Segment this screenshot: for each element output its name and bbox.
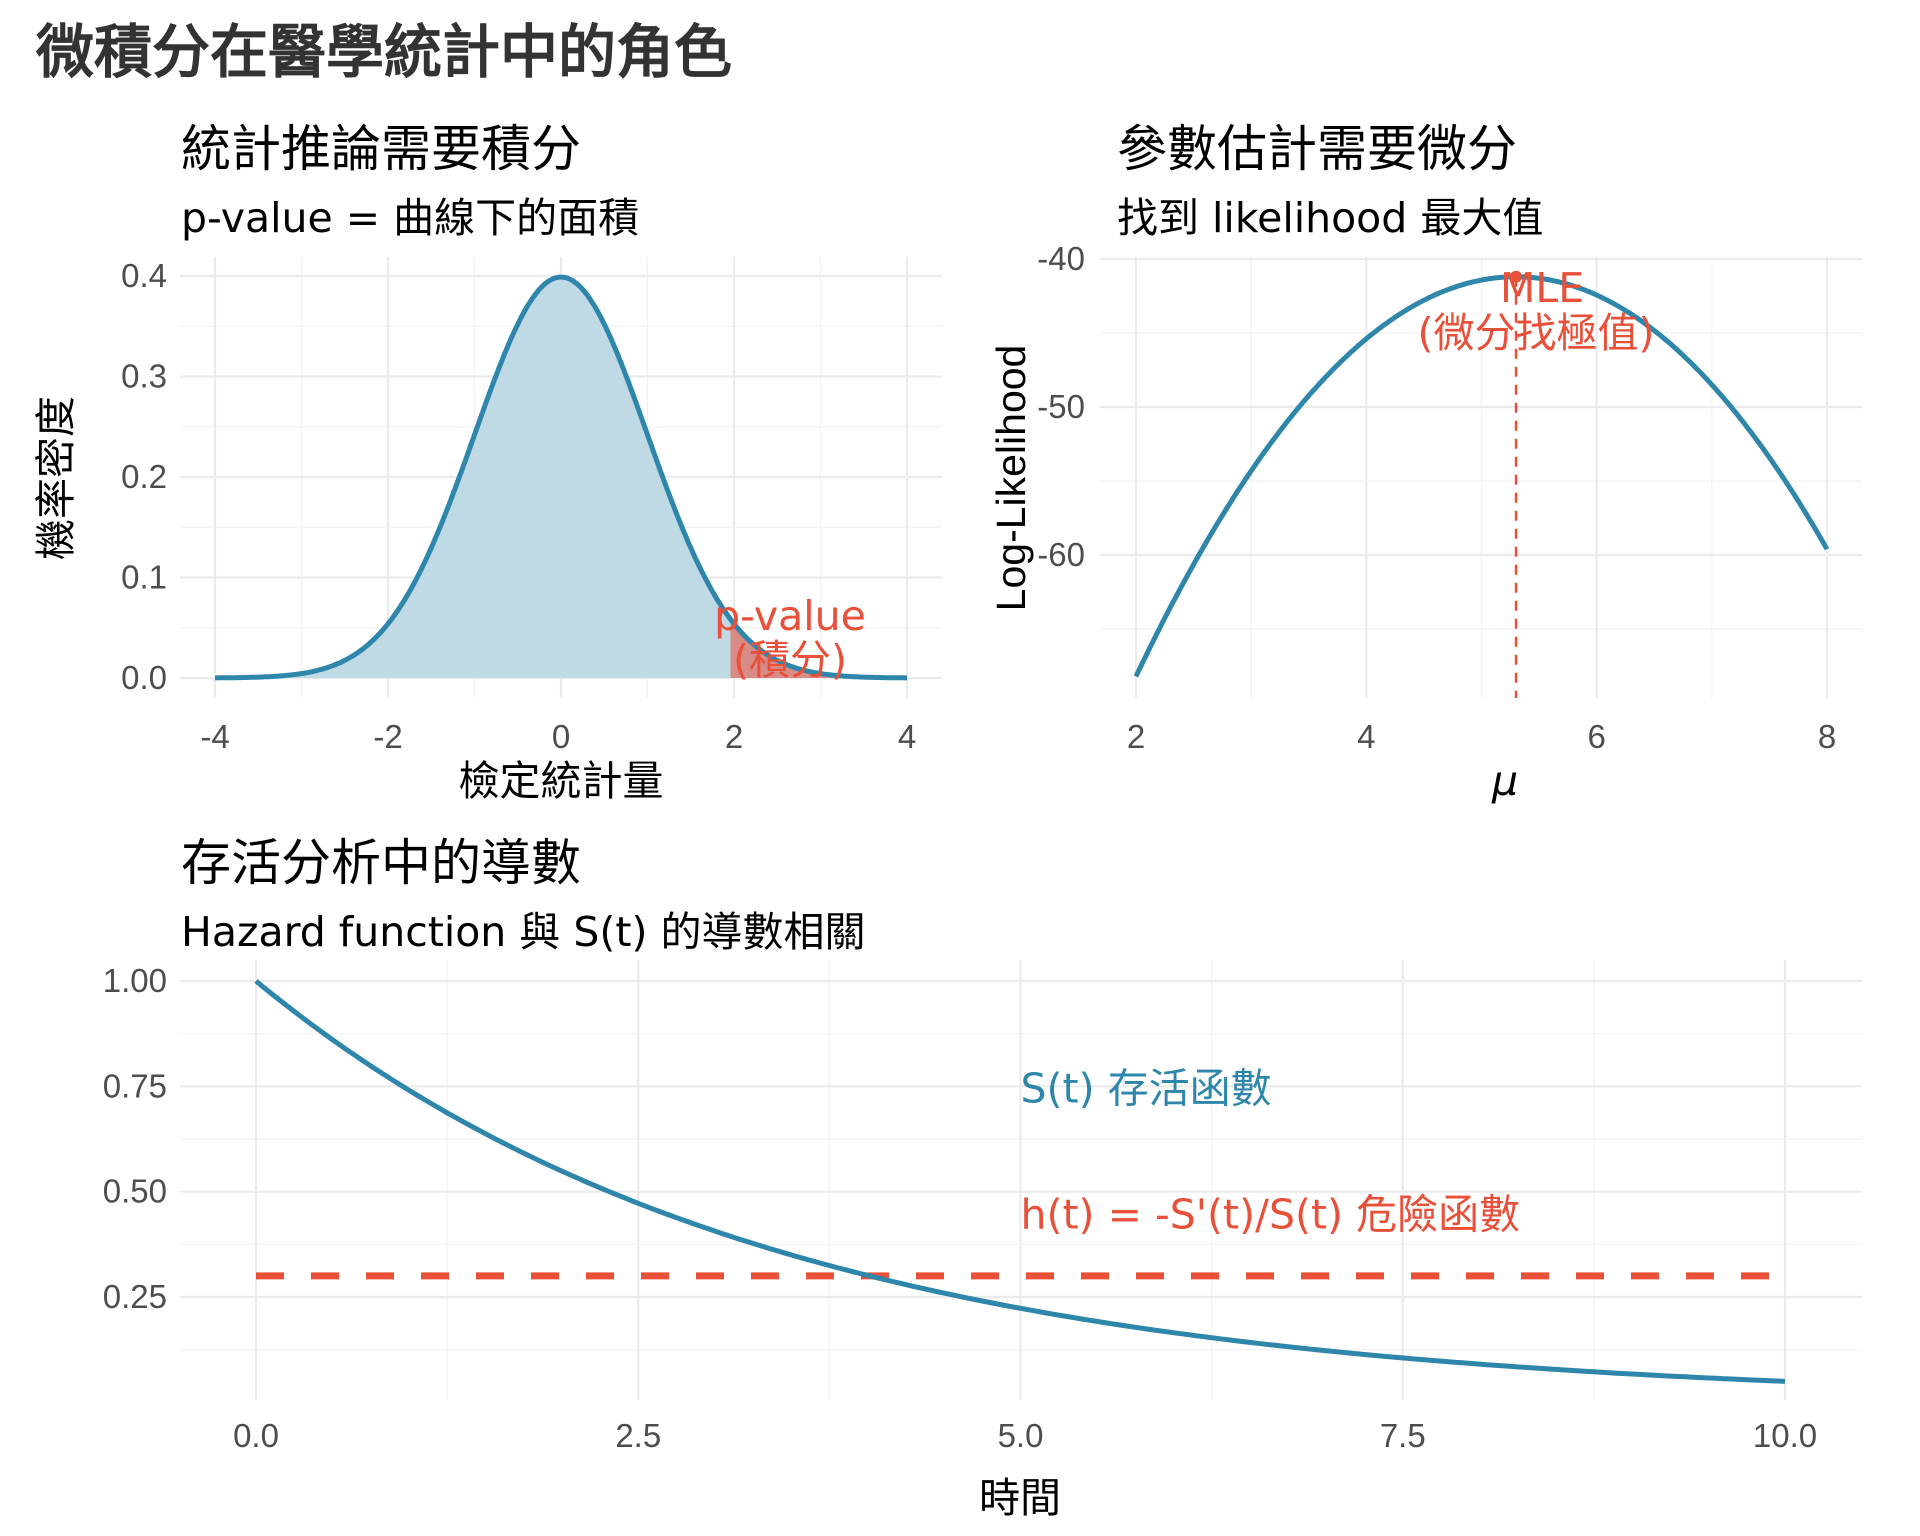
panel1-x-tick-label: -4 (200, 718, 229, 755)
panel2-x-tick-label: 6 (1587, 718, 1605, 755)
panel1-y-tick-label: 0.1 (121, 559, 167, 596)
panel1-subtitle: p-value = 曲線下的面積 (181, 194, 639, 242)
panel2-y-axis-title: Log-Likelihood (988, 345, 1034, 612)
panel3-y-tick-label: 0.75 (103, 1067, 167, 1104)
panel2-title: 參數估計需要微分 (1117, 120, 1517, 178)
panel1-y-axis-title: 機率密度 (32, 396, 80, 560)
panel-log-likelihood: 參數估計需要微分 找到 likelihood 最大值 MLE (微分找極值) 2… (988, 120, 1862, 805)
panel1-x-tick-label: -2 (373, 718, 402, 755)
survival-curve (254, 979, 1786, 1384)
panel3-title: 存活分析中的導數 (181, 834, 581, 892)
main-title: 微積分在醫學統計中的角色 (35, 18, 732, 86)
panel3-y-tick-label: 1.00 (103, 962, 167, 999)
mle-label: MLE (1500, 264, 1584, 312)
panel2-y-tick-label: -40 (1037, 240, 1085, 277)
density-curve (215, 274, 907, 681)
panel2-x-tick-label: 8 (1818, 718, 1836, 755)
panel3-x-tick-label: 2.5 (615, 1417, 661, 1454)
panel2-x-axis-title: μ (1491, 757, 1518, 805)
panel1-x-tick-label: 0 (552, 718, 570, 755)
panel1-y-tick-label: 0.3 (121, 358, 167, 395)
panel2-x-tick-label: 4 (1357, 718, 1375, 755)
panel1-x-tick-label: 4 (898, 718, 916, 755)
density-area (215, 277, 907, 678)
panel3-x-tick-label: 10.0 (1753, 1417, 1817, 1454)
panel3-y-tick-label: 0.25 (103, 1278, 167, 1315)
panel3-x-tick-label: 7.5 (1380, 1417, 1426, 1454)
panel1-y-tick-label: 0.4 (121, 257, 167, 294)
pvalue-label: p-value (714, 592, 866, 640)
log-likelihood-curve (1133, 274, 1830, 678)
survival-label: S(t) 存活函數 (1021, 1064, 1272, 1112)
panel3-y-tick-label: 0.50 (103, 1173, 167, 1210)
panel2-y-tick-label: -50 (1037, 388, 1085, 425)
mle-point (1510, 270, 1523, 283)
hazard-label: h(t) = -S'(t)/S(t) 危險函數 (1021, 1191, 1521, 1239)
panel1-title: 統計推論需要積分 (181, 120, 581, 178)
panel1-y-tick-label: 0.0 (121, 659, 167, 696)
panel1-x-axis-title: 檢定統計量 (459, 757, 664, 805)
panel1-x-tick-label: 2 (725, 718, 743, 755)
derivative-label: (微分找極值) (1418, 309, 1655, 357)
panel3-x-axis-title: 時間 (979, 1474, 1061, 1522)
panel3-x-tick-label: 0.0 (233, 1417, 279, 1454)
panel3-subtitle: Hazard function 與 S(t) 的導數相關 (181, 908, 865, 956)
panel1-y-tick-label: 0.2 (121, 458, 167, 495)
integral-label: (積分) (733, 636, 847, 684)
panel3-x-tick-label: 5.0 (998, 1417, 1044, 1454)
panel2-x-tick-label: 2 (1127, 718, 1145, 755)
panel2-y-tick-label: -60 (1037, 536, 1085, 573)
panel-normal-density: 統計推論需要積分 p-value = 曲線下的面積 p-value (積分) -… (32, 120, 942, 805)
pvalue-tail-area (730, 619, 907, 678)
panel2-subtitle: 找到 likelihood 最大值 (1117, 194, 1543, 242)
panel-survival: 存活分析中的導數 Hazard function 與 S(t) 的導數相關 S(… (103, 834, 1862, 1522)
